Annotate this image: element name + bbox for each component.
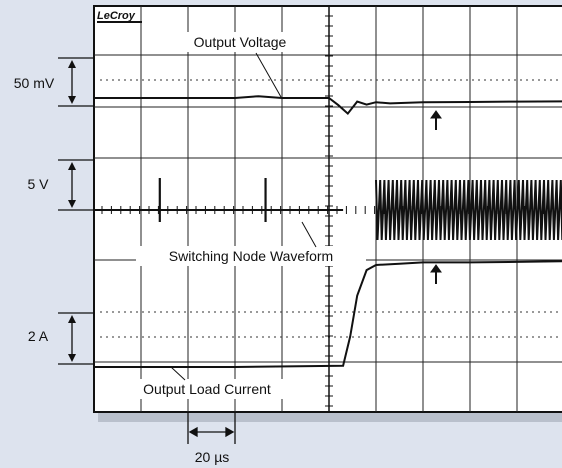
brand-logo: LeCroy <box>97 10 136 22</box>
annotation-pointer-switching <box>301 221 317 248</box>
scale-label-voltage: 50 mV <box>14 75 55 91</box>
annotation-bg-switching <box>136 246 366 266</box>
annotation-bg-current <box>118 379 296 399</box>
time-bracket <box>187 412 236 444</box>
trace-marker-arrows <box>430 110 442 284</box>
bracket-current-arrow-down <box>68 354 76 362</box>
scale-label-switching: 5 V <box>27 176 49 192</box>
bracket-voltage-arrow-up <box>68 60 76 68</box>
trace-output-load-current <box>94 260 562 368</box>
annotation-output-load-current: Output Load Current <box>143 381 271 397</box>
annotation-output-voltage: Output Voltage <box>194 34 287 50</box>
annotation-pointer-voltage <box>255 52 282 98</box>
trace-output-voltage <box>94 95 562 116</box>
annotation-switching-node: Switching Node Waveform <box>169 248 333 264</box>
annotation-pointer-current <box>170 366 186 381</box>
traces <box>94 95 562 368</box>
trace-switching-dense <box>375 179 562 241</box>
bracket-current-arrow-up <box>68 315 76 323</box>
annotation-bg-voltage <box>158 32 320 52</box>
scale-label-time: 20 µs <box>195 449 230 465</box>
bracket-switching-arrow-up <box>68 162 76 170</box>
bracket-voltage-arrow-down <box>68 96 76 104</box>
bracket-switching-arrow-down <box>68 200 76 208</box>
scale-brackets <box>58 57 94 365</box>
scale-label-current: 2 A <box>28 328 49 344</box>
